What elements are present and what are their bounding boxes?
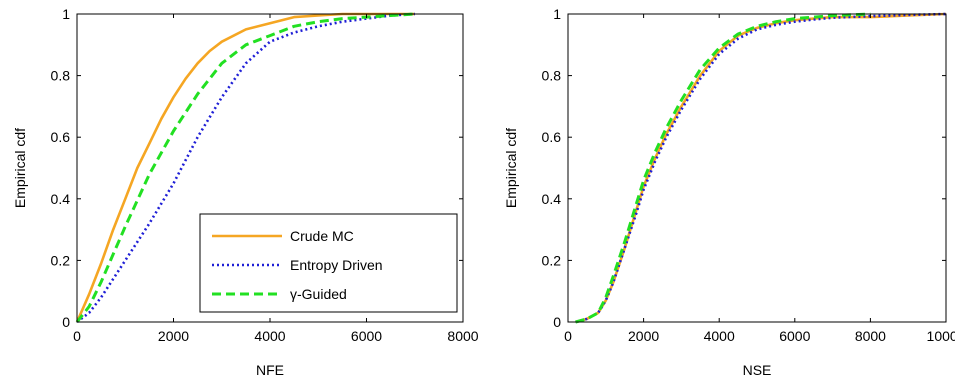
- x-tick-label: 8000: [447, 328, 478, 344]
- x-tick-label: 4000: [704, 328, 735, 344]
- series-line--guided: [75, 12, 415, 323]
- x-tick-label: 0: [564, 328, 572, 344]
- y-tick-label: 0.4: [542, 191, 562, 207]
- y-tick-label: 1: [553, 6, 561, 22]
- y-tick-label: 0.4: [51, 191, 71, 207]
- legend-box: [199, 213, 458, 313]
- x-tick-label: 2000: [158, 328, 189, 344]
- y-tick-label: 1: [62, 6, 70, 22]
- legend: Crude MC Entropy Driven γ-Guided: [199, 213, 458, 313]
- x-tick-label: 2000: [628, 328, 659, 344]
- x-axis-label: NSE: [743, 362, 772, 378]
- legend-entry: γ-Guided: [290, 286, 347, 302]
- y-axis-label: Empirical cdf: [12, 128, 28, 208]
- y-tick-label: 0.8: [51, 68, 71, 84]
- x-axis-label: NFE: [256, 362, 284, 378]
- series-line-entropy-driven: [76, 12, 415, 324]
- axes-frame: [567, 13, 947, 323]
- x-tick-label: 4000: [254, 328, 285, 344]
- y-axis-label: Empirical cdf: [503, 128, 519, 208]
- y-tick-label: 0.2: [542, 252, 562, 268]
- plot-area: [568, 14, 946, 322]
- y-tick-label: 0: [62, 314, 70, 330]
- series-line--guided: [575, 12, 871, 324]
- y-tick-label: 0.2: [51, 252, 71, 268]
- legend-entry: Crude MC: [290, 228, 354, 244]
- legend-entry: Entropy Driven: [290, 257, 383, 273]
- y-tick-label: 0.6: [542, 129, 562, 145]
- x-tick-label: 8000: [855, 328, 886, 344]
- x-tick-label: 0: [73, 328, 81, 344]
- y-tick-label: 0.8: [542, 68, 562, 84]
- x-tick-label: 6000: [351, 328, 382, 344]
- y-tick-label: 0: [553, 314, 561, 330]
- x-tick-label: 6000: [779, 328, 810, 344]
- y-tick-label: 0.6: [51, 129, 71, 145]
- chart-1: 0 2000 4000 6000 8000 0 0.2 0.4 0.6 0.8 1 NFE Empiri…: [12, 6, 479, 378]
